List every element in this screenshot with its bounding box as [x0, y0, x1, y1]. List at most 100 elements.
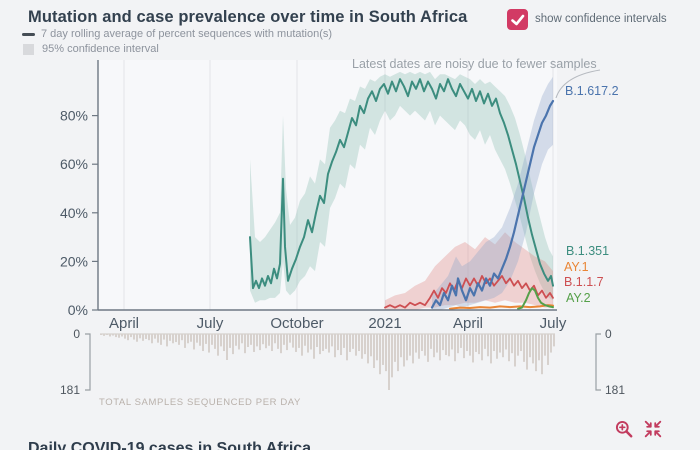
- x-tick-label: July: [197, 315, 224, 332]
- hist-axis-top-right: 0: [605, 327, 612, 341]
- hist-bar: [337, 334, 339, 351]
- hist-bar: [466, 334, 468, 352]
- hist-bar: [175, 334, 177, 343]
- page-title: Mutation and case prevalence over time i…: [28, 8, 468, 26]
- confidence-intervals-toggle[interactable]: show confidence intervals: [507, 9, 667, 30]
- hist-bar: [232, 334, 234, 355]
- hist-bar: [265, 334, 267, 349]
- hist-bar: [382, 334, 384, 365]
- legend: 7 day rolling average of percent sequenc…: [22, 27, 332, 57]
- hist-bar: [502, 334, 504, 358]
- ci-band-B.1.351: [250, 71, 553, 303]
- hist-bar: [385, 334, 387, 372]
- line-swatch-icon: [22, 32, 35, 36]
- hist-bar: [169, 334, 171, 341]
- hist-bar: [430, 334, 432, 349]
- hist-bar: [496, 334, 498, 359]
- hist-bar: [325, 334, 327, 349]
- hist-bar: [289, 334, 291, 343]
- hist-bar: [322, 334, 324, 352]
- hist-bar: [118, 334, 120, 338]
- hist-bar: [319, 334, 321, 355]
- plot-area: [98, 60, 557, 310]
- series-label-b117: B.1.1.7: [564, 275, 604, 289]
- hist-bar: [481, 334, 483, 361]
- hist-bracket-right: [595, 333, 601, 391]
- hist-bar: [532, 334, 534, 364]
- hist-bar: [214, 334, 216, 349]
- hist-bar: [538, 334, 540, 361]
- hist-bar: [544, 334, 546, 356]
- hist-bar: [469, 334, 471, 356]
- hist-bar: [457, 334, 459, 354]
- hist-bar: [103, 334, 105, 336]
- hist-bar: [244, 334, 246, 354]
- hist-bar: [340, 334, 342, 356]
- series-line-B.1.351: [249, 78, 554, 290]
- hist-bar: [403, 334, 405, 367]
- hist-bar: [217, 334, 219, 356]
- series-label-ay1: AY.1: [564, 260, 589, 274]
- zoom-in-button[interactable]: [615, 419, 635, 439]
- hist-bar: [421, 334, 423, 352]
- hist-bar: [475, 334, 477, 352]
- hist-bar: [160, 334, 162, 345]
- hist-bar: [193, 334, 195, 350]
- hist-bar: [388, 334, 390, 390]
- hist-bar: [136, 334, 138, 342]
- hist-bar: [406, 334, 408, 361]
- hist-bar: [157, 334, 159, 343]
- hist-axis-bottom-right: 181: [605, 383, 626, 397]
- hist-bar: [172, 334, 174, 344]
- hist-bar: [391, 334, 393, 378]
- hist-bar: [238, 334, 240, 350]
- x-tick-label: April: [109, 315, 139, 332]
- series-line-AY.1: [449, 304, 554, 310]
- hist-bar: [526, 334, 528, 370]
- x-tick-label: July: [540, 315, 567, 332]
- hist-bar: [127, 334, 129, 341]
- hist-bar: [166, 334, 168, 347]
- hist-bar: [106, 334, 108, 335]
- hist-bar: [268, 334, 270, 346]
- hist-bar: [154, 334, 156, 339]
- hist-bar: [370, 334, 372, 357]
- legend-ci-label: 95% confidence interval: [42, 43, 159, 55]
- hist-bar: [352, 334, 354, 349]
- hist-bar: [427, 334, 429, 362]
- hist-bar: [520, 334, 522, 352]
- hist-bar: [529, 334, 531, 358]
- hist-bar: [373, 334, 375, 369]
- hist-bar: [211, 334, 213, 345]
- hist-bar: [541, 334, 543, 375]
- hist-bar: [121, 334, 123, 337]
- hist-bar: [151, 334, 153, 344]
- zoom-in-icon: [615, 420, 633, 438]
- legend-line-label: 7 day rolling average of percent sequenc…: [41, 28, 333, 40]
- hist-bar: [139, 334, 141, 339]
- hist-bar: [553, 334, 555, 347]
- legend-ci-row: 95% confidence interval: [22, 42, 332, 56]
- hist-bar: [145, 334, 147, 339]
- hist-bracket-left: [85, 333, 91, 391]
- hist-bar: [376, 334, 378, 361]
- hist-bar: [400, 334, 402, 358]
- hist-bar: [133, 334, 135, 340]
- hist-bar: [505, 334, 507, 350]
- compress-button[interactable]: [644, 419, 664, 439]
- hist-bar: [487, 334, 489, 357]
- hist-bar: [343, 334, 345, 348]
- hist-bar: [346, 334, 348, 361]
- hist-bar: [190, 334, 192, 342]
- hist-bar: [142, 334, 144, 341]
- y-tick-label: 40%: [60, 205, 88, 221]
- next-section-title: Daily COVID-19 cases in South Africa: [28, 440, 312, 450]
- series-label-ay2: AY.2: [566, 291, 591, 305]
- hist-bar: [202, 334, 204, 352]
- hist-bar: [550, 334, 552, 353]
- hist-bar: [508, 334, 510, 362]
- checkbox-checked-icon[interactable]: [507, 9, 528, 30]
- hist-bar: [433, 334, 435, 358]
- checkbox-label: show confidence intervals: [535, 13, 667, 25]
